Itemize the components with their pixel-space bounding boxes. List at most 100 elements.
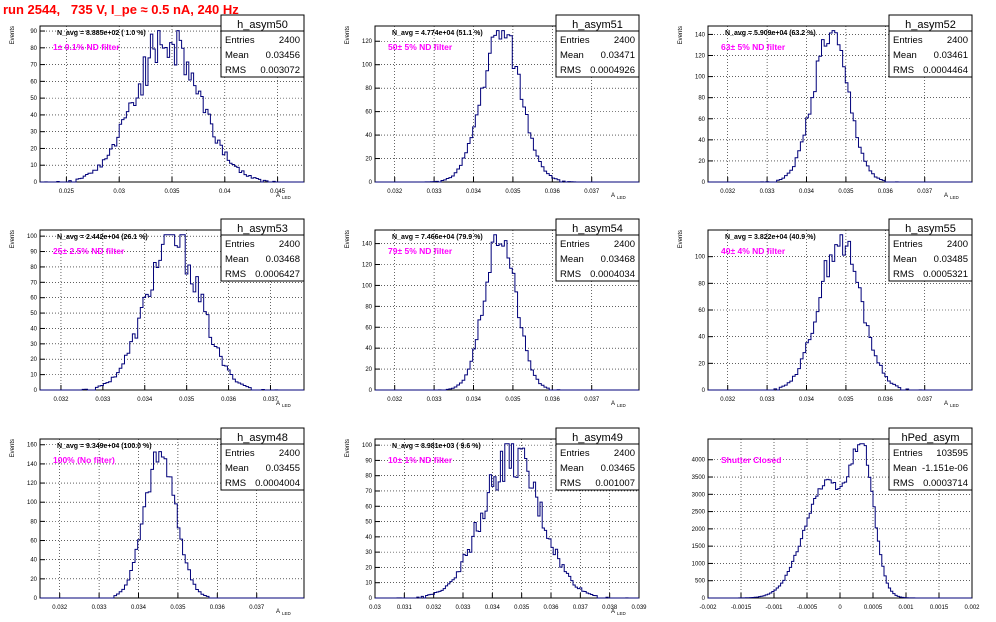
y-tick-label: 40 (365, 346, 372, 352)
x-axis-title: A (276, 401, 280, 407)
stat-value: 2400 (614, 448, 635, 459)
y-tick-label: 20 (30, 357, 37, 363)
y-tick-label: 0 (702, 388, 706, 394)
stat-value: 0.0004926 (590, 65, 635, 76)
stat-key: RMS (225, 269, 246, 280)
x-tick-label: 0.034 (799, 189, 815, 195)
stat-key: Entries (560, 239, 590, 250)
y-tick-label: 40 (365, 133, 372, 139)
stat-value: 0.03465 (601, 463, 635, 474)
y-tick-label: 100 (27, 234, 38, 240)
x-axis-subscript: LED (617, 611, 627, 616)
x-tick-label: 0.035 (505, 189, 521, 195)
stat-value: -1.151e-06 (922, 463, 968, 474)
filter-label: Shutter Closed (721, 455, 781, 465)
x-tick-label: 0.032 (53, 397, 69, 403)
stat-key: Mean (893, 254, 917, 265)
y-tick-label: 60 (365, 504, 372, 510)
y-tick-label: 90 (30, 29, 37, 35)
stat-key: Mean (225, 463, 249, 474)
stat-value: 2400 (947, 35, 968, 46)
x-tick-label: 0.034 (137, 397, 153, 403)
x-tick-label: 0.035 (164, 189, 180, 195)
x-tick-label: 0.039 (631, 605, 647, 611)
y-tick-label: 80 (365, 474, 372, 480)
histogram-name: h_asym51 (572, 19, 623, 31)
x-tick-label: 0.033 (92, 605, 108, 611)
y-tick-label: 60 (365, 110, 372, 116)
y-tick-label: 60 (30, 296, 37, 302)
panel-h_asym53: 0.032 0.033 0.034 0.035 0.036 0.037 0 10 20 30 40 5… (10, 218, 305, 408)
y-tick-label: 100 (362, 443, 373, 449)
panel-h_asym52: 0.032 0.033 0.034 0.035 0.036 0.037 0 20 40 60 80 1… (678, 14, 973, 200)
x-tick-label: 0.035 (838, 397, 854, 403)
y-tick-label: 0 (34, 596, 38, 602)
stat-value: 0.0006427 (255, 269, 300, 280)
histogram-name: h_asym48 (237, 432, 288, 444)
stat-key: RMS (560, 478, 581, 489)
panel-h_asym54: 0.032 0.033 0.034 0.035 0.036 0.037 0 20 40 60 80 1… (345, 218, 640, 408)
x-tick-label: 0.036 (545, 189, 561, 195)
stat-value: 0.0004034 (590, 269, 635, 280)
stat-key: Entries (893, 239, 923, 250)
x-tick-label: 0.036 (878, 189, 894, 195)
x-tick-label: -0.001 (765, 605, 783, 611)
y-tick-label: 0 (702, 596, 706, 602)
stat-value: 0.0005321 (923, 269, 968, 280)
y-axis-title: Events (345, 230, 351, 248)
panel-h_asym48: 0.032 0.033 0.034 0.035 0.036 0.037 0 20 40 60 80 1… (10, 427, 305, 616)
y-tick-label: 1000 (692, 561, 706, 567)
stat-key: Mean (225, 254, 249, 265)
x-tick-label: 0.0015 (930, 605, 949, 611)
histogram-name: h_asym54 (572, 223, 623, 235)
histogram-bars-h_asym54 (375, 234, 639, 391)
stats-box (555, 234, 640, 282)
filter-label: 25± 2.5% ND filter (53, 246, 125, 256)
stat-key: Entries (893, 448, 923, 459)
y-tick-label: 90 (365, 458, 372, 464)
stat-key: RMS (893, 65, 914, 76)
stat-value: 2400 (279, 448, 300, 459)
navg-label: N_avg = 5.909e+04 (63.2 %) (725, 30, 816, 37)
stats-box (220, 443, 305, 491)
panel-h_asym50: 0.025 0.03 0.035 0.04 0.045 0 10 20 30 40 50 60 70 80… (10, 14, 305, 200)
x-tick-label: 0.033 (427, 397, 443, 403)
y-tick-label: 20 (365, 367, 372, 373)
stat-key: Mean (560, 254, 584, 265)
x-tick-label: 0.035 (179, 397, 195, 403)
y-tick-label: 0 (369, 180, 373, 186)
y-tick-label: 20 (365, 157, 372, 163)
x-tick-label: 0.035 (838, 189, 854, 195)
run-title: run 2544, 735 V, I_pe ≈ 0.5 nA, 240 Hz (3, 2, 239, 17)
stat-key: Entries (560, 448, 590, 459)
x-tick-label: 0.037 (584, 397, 600, 403)
panel-hPed_asym: -0.002 -0.0015 -0.001 -0.0005 0 0.0005 0.001 0.… (692, 427, 980, 611)
stat-key: RMS (560, 65, 581, 76)
filter-label: 10± 1% ND filter (388, 455, 453, 465)
filter-label: 63± 5% ND filter (721, 42, 786, 52)
histogram-name: h_asym52 (905, 19, 956, 31)
y-tick-label: 2500 (692, 510, 706, 516)
stats-box (888, 234, 973, 282)
stat-value: 2400 (279, 239, 300, 250)
stat-value: 0.001007 (595, 478, 635, 489)
y-tick-label: 30 (30, 342, 37, 348)
y-tick-label: 120 (27, 481, 38, 487)
histogram-name: h_asym53 (237, 223, 288, 235)
stat-value: 0.03456 (266, 50, 300, 61)
y-tick-label: 70 (30, 280, 37, 286)
x-tick-label: -0.002 (699, 605, 717, 611)
navg-label: N_avg = 9.349e+04 (100.0 %) (57, 443, 152, 450)
stat-key: Mean (560, 463, 584, 474)
y-tick-label: 10 (30, 373, 37, 379)
histogram-bars-h_asym48 (40, 451, 304, 599)
x-tick-label: 0.036 (221, 397, 237, 403)
y-tick-label: 120 (362, 263, 373, 269)
x-tick-label: 0.036 (210, 605, 226, 611)
y-tick-label: 0 (34, 388, 38, 394)
x-tick-label: 0.035 (514, 605, 530, 611)
y-tick-label: 10 (30, 163, 37, 169)
x-tick-label: 0.031 (397, 605, 413, 611)
histogram-bars-h_asym55 (708, 234, 972, 391)
y-tick-label: 100 (27, 500, 38, 506)
